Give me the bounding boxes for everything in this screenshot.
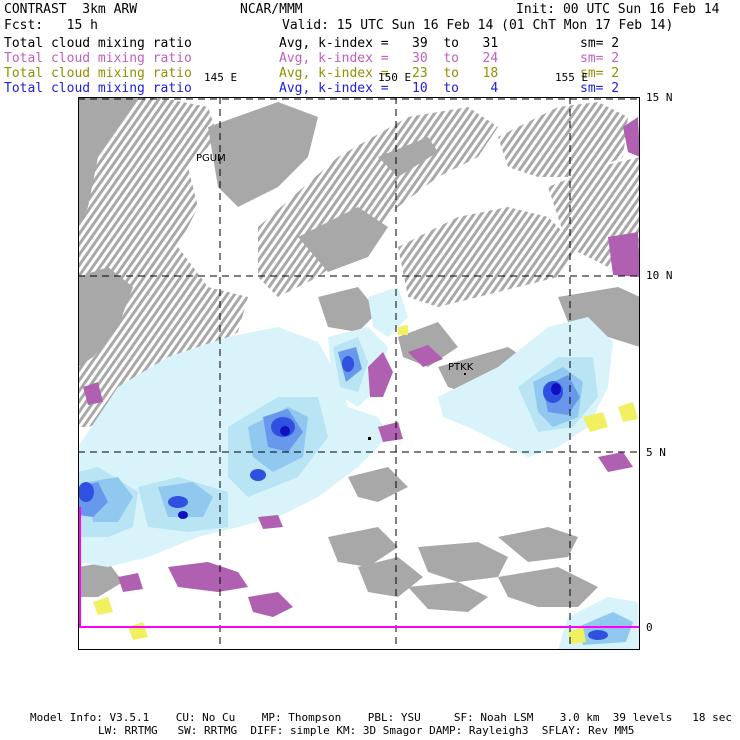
- footer-physics-info: LW: RRTMG SW: RRTMG DIFF: simple KM: 3D …: [98, 724, 635, 737]
- station-ptkk: PTKK: [448, 362, 474, 373]
- station-markers: [218, 159, 466, 440]
- legend-range-2: Avg, k-index = 30 to 24: [279, 51, 499, 66]
- legend-range-3: Avg, k-index = 23 to 18: [279, 66, 499, 81]
- lat-label-15n: 15 N: [646, 91, 673, 104]
- mid-cloud-layer: [83, 117, 640, 617]
- footer-model-info: Model Info: V3.5.1 CU: No Cu MP: Thompso…: [30, 711, 732, 724]
- lat-label-10n: 10 N: [646, 269, 673, 282]
- lon-label-155: 155 E: [555, 71, 589, 84]
- legend-range-4: Avg, k-index = 10 to 4: [279, 81, 499, 96]
- legend-sm-2: sm= 2: [580, 51, 620, 66]
- center-label: NCAR/MMM: [240, 2, 303, 17]
- station-pgum: PGUM: [196, 153, 226, 164]
- domain-boundary: [79, 507, 640, 628]
- lat-label-5n: 5 N: [646, 446, 666, 459]
- cloud-accent-layer: [93, 325, 638, 644]
- model-title: CONTRAST 3km ARW: [4, 2, 138, 17]
- init-time: Init: 00 UTC Sun 16 Feb 14: [516, 2, 720, 17]
- weather-map: PGUM PTKK: [78, 97, 640, 650]
- legend-label-1: Total cloud mixing ratio: [4, 36, 192, 51]
- legend-sm-4: sm= 2: [580, 81, 620, 96]
- legend-sm-3: sm= 2: [580, 66, 620, 81]
- legend-label-3: Total cloud mixing ratio: [4, 66, 192, 81]
- forecast-hour: Fcst: 15 h: [4, 18, 98, 33]
- legend-range-1: Avg, k-index = 39 to 31: [279, 36, 499, 51]
- lat-label-0: 0: [646, 621, 653, 634]
- lon-label-145: 145 E: [204, 71, 238, 84]
- legend-label-4: Total cloud mixing ratio: [4, 81, 192, 96]
- low-cloud-layer: [78, 97, 640, 612]
- lon-label-150: 150 E: [378, 71, 412, 84]
- legend-label-2: Total cloud mixing ratio: [4, 51, 192, 66]
- valid-time: Valid: 15 UTC Sun 16 Feb 14 (01 ChT Mon …: [282, 18, 674, 33]
- legend-sm-1: sm= 2: [580, 36, 620, 51]
